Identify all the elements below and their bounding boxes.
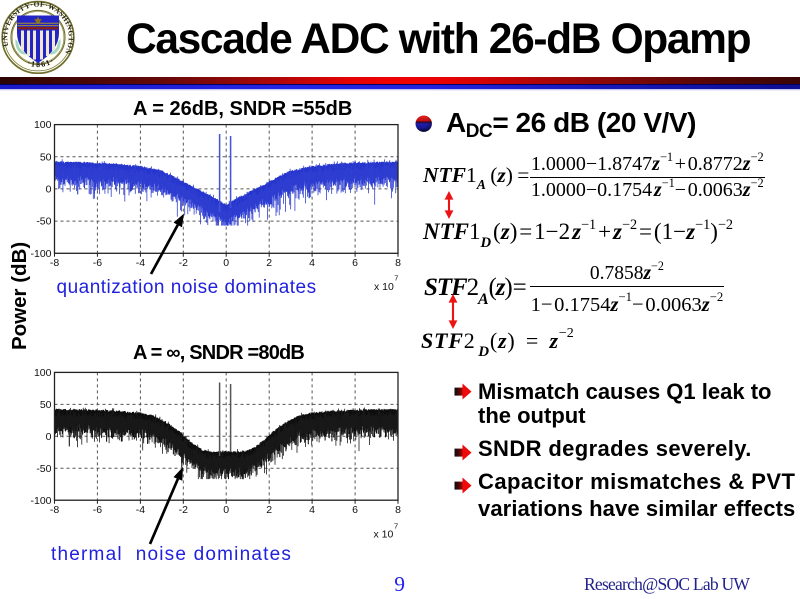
svg-text:-6: -6 xyxy=(93,257,102,269)
svg-text:-6: -6 xyxy=(93,504,102,516)
svg-text:Power (dB): Power (dB) xyxy=(8,242,31,350)
svg-text:50: 50 xyxy=(40,151,52,163)
svg-text:7: 7 xyxy=(394,522,398,531)
svg-text:6: 6 xyxy=(352,504,358,516)
svg-text:7: 7 xyxy=(394,274,398,283)
svg-text:2: 2 xyxy=(266,504,272,516)
svg-text:4: 4 xyxy=(309,504,315,516)
svg-text:-100: -100 xyxy=(30,248,51,260)
svg-text:0: 0 xyxy=(223,257,229,269)
svg-text:0: 0 xyxy=(46,431,52,443)
svg-text:x 10: x 10 xyxy=(374,529,394,541)
svg-text:0: 0 xyxy=(46,184,52,196)
svg-text:8: 8 xyxy=(395,504,401,516)
svg-text:6: 6 xyxy=(352,257,358,269)
svg-text:2: 2 xyxy=(266,257,272,269)
svg-text:-50: -50 xyxy=(36,463,51,475)
svg-text:0: 0 xyxy=(223,504,229,516)
svg-text:-4: -4 xyxy=(136,504,145,516)
svg-text:-8: -8 xyxy=(50,504,59,516)
svg-text:-4: -4 xyxy=(136,257,145,269)
svg-text:100: 100 xyxy=(34,367,52,379)
svg-text:-2: -2 xyxy=(179,504,188,516)
svg-text:100: 100 xyxy=(34,119,52,131)
svg-text:x 10: x 10 xyxy=(374,281,394,293)
svg-text:-2: -2 xyxy=(179,257,188,269)
svg-text:-50: -50 xyxy=(36,216,51,228)
svg-text:8: 8 xyxy=(395,257,401,269)
svg-text:4: 4 xyxy=(309,257,315,269)
svg-text:-100: -100 xyxy=(30,495,51,507)
svg-text:50: 50 xyxy=(40,399,52,411)
svg-text:-8: -8 xyxy=(50,257,59,269)
